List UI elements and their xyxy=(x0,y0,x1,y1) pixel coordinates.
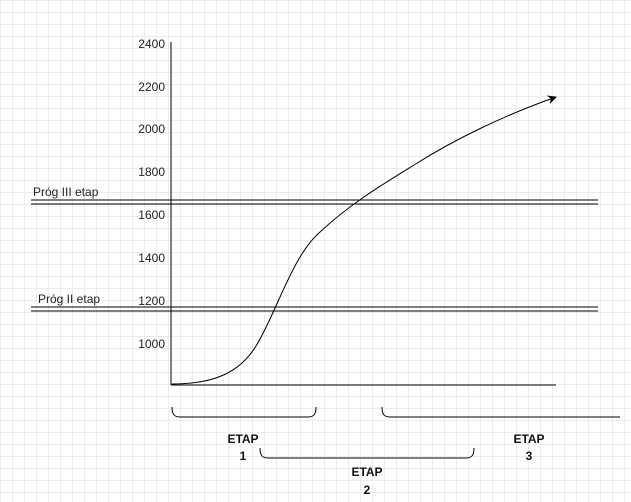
y-tick-label: 1000 xyxy=(138,337,165,351)
y-tick-label: 1200 xyxy=(138,294,165,308)
y-tick-label: 1400 xyxy=(138,251,165,265)
y-tick-label: 1600 xyxy=(138,208,165,222)
stage-1-number: 1 xyxy=(240,449,247,463)
stage-1-title: ETAP xyxy=(227,432,258,446)
growth-curve-arrow xyxy=(171,95,557,385)
stage-2-number: 2 xyxy=(364,483,371,497)
threshold-iii-label: Próg III etap xyxy=(33,185,99,199)
stage-2-bracket xyxy=(259,447,475,459)
stage-2-title: ETAP xyxy=(351,465,382,479)
y-tick-label: 2400 xyxy=(138,37,165,51)
threshold-ii-label: Próg II etap xyxy=(38,292,100,306)
y-tick-label: 1800 xyxy=(138,165,165,179)
y-tick-label: 2000 xyxy=(138,122,165,136)
y-tick-label: 2200 xyxy=(138,80,165,94)
threshold-iii: Próg III etap xyxy=(31,185,598,205)
stage-3-title: ETAP xyxy=(513,432,544,446)
stage-3-bracket xyxy=(381,406,620,418)
threshold-ii: Próg II etap xyxy=(31,292,598,312)
stage-1-bracket xyxy=(171,406,317,418)
stage-3-number: 3 xyxy=(526,449,533,463)
